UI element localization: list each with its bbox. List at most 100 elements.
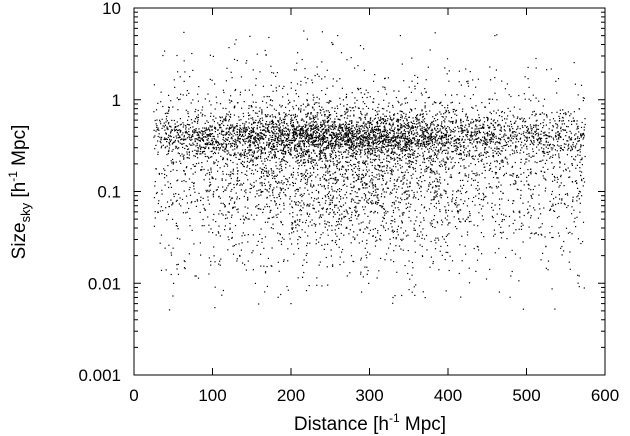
data-point xyxy=(265,102,268,104)
data-point xyxy=(497,120,499,122)
data-point xyxy=(204,153,206,155)
data-point xyxy=(558,115,560,117)
data-point xyxy=(210,169,212,171)
data-point xyxy=(452,128,454,130)
data-point xyxy=(171,129,173,131)
data-point xyxy=(298,124,300,126)
data-point xyxy=(348,144,350,146)
data-point xyxy=(400,197,402,199)
data-point xyxy=(437,153,439,155)
data-point xyxy=(555,203,557,206)
data-point xyxy=(251,154,253,156)
data-point xyxy=(489,142,491,144)
data-point xyxy=(224,151,226,153)
data-point xyxy=(214,307,216,309)
data-point xyxy=(279,135,281,137)
data-point xyxy=(232,130,234,133)
data-point xyxy=(567,149,569,151)
data-point xyxy=(313,140,315,142)
data-point xyxy=(207,216,209,218)
data-point xyxy=(271,172,273,174)
data-point xyxy=(379,238,381,240)
data-point xyxy=(572,199,574,201)
data-point xyxy=(519,118,522,120)
data-point xyxy=(402,135,404,137)
data-point xyxy=(248,127,250,129)
data-point xyxy=(398,176,400,178)
data-point xyxy=(336,180,338,182)
data-point xyxy=(167,165,169,167)
data-point xyxy=(494,35,496,37)
data-point xyxy=(238,243,240,245)
data-point xyxy=(236,209,238,211)
data-point xyxy=(405,207,407,210)
data-point xyxy=(190,102,192,104)
data-point xyxy=(255,101,257,103)
data-point xyxy=(260,137,262,139)
data-point xyxy=(206,172,208,175)
data-point xyxy=(308,138,310,140)
data-point xyxy=(530,215,532,217)
data-point xyxy=(222,289,224,292)
data-point xyxy=(315,223,317,226)
data-point xyxy=(346,59,348,61)
data-point xyxy=(167,128,169,131)
data-point xyxy=(476,109,479,111)
data-point xyxy=(178,147,180,149)
data-point xyxy=(185,212,187,214)
data-point xyxy=(470,132,473,134)
data-point xyxy=(367,150,369,153)
data-point xyxy=(169,141,171,143)
data-point xyxy=(265,121,268,123)
data-point xyxy=(206,139,208,141)
data-point xyxy=(176,264,178,266)
data-point xyxy=(285,167,287,169)
data-point xyxy=(476,259,479,261)
data-point xyxy=(350,127,352,129)
data-point xyxy=(492,135,494,137)
data-point xyxy=(423,126,425,128)
data-point xyxy=(362,276,364,278)
data-point xyxy=(307,140,309,142)
data-point xyxy=(376,188,378,190)
data-point xyxy=(391,202,394,204)
data-point xyxy=(399,123,401,125)
data-point xyxy=(314,117,316,119)
data-point xyxy=(349,220,351,222)
data-point xyxy=(243,153,245,155)
data-point xyxy=(170,131,172,133)
data-point xyxy=(472,131,474,133)
data-point xyxy=(248,133,250,135)
data-point xyxy=(419,125,421,127)
data-point xyxy=(338,130,340,132)
data-point xyxy=(174,123,176,125)
data-point xyxy=(566,131,568,133)
data-point xyxy=(243,152,245,154)
data-point xyxy=(303,193,305,195)
data-point xyxy=(279,149,281,151)
data-point xyxy=(363,48,365,50)
data-point xyxy=(266,128,269,130)
data-point xyxy=(350,142,352,144)
data-point xyxy=(558,186,560,188)
data-point xyxy=(334,213,336,215)
data-point xyxy=(237,152,239,154)
data-point xyxy=(452,151,454,153)
data-point xyxy=(275,148,277,150)
data-point xyxy=(540,213,542,215)
data-point xyxy=(298,236,300,238)
data-point xyxy=(452,111,454,113)
data-point xyxy=(252,159,254,161)
data-point xyxy=(236,131,238,133)
data-point xyxy=(512,138,514,140)
data-point xyxy=(401,221,403,223)
data-point xyxy=(363,162,366,164)
data-point xyxy=(278,182,280,184)
data-point xyxy=(303,130,305,132)
data-point xyxy=(547,135,549,137)
data-point xyxy=(224,189,226,191)
data-point xyxy=(242,138,244,141)
data-point xyxy=(353,130,355,132)
data-point xyxy=(273,108,275,110)
data-point xyxy=(368,136,370,139)
